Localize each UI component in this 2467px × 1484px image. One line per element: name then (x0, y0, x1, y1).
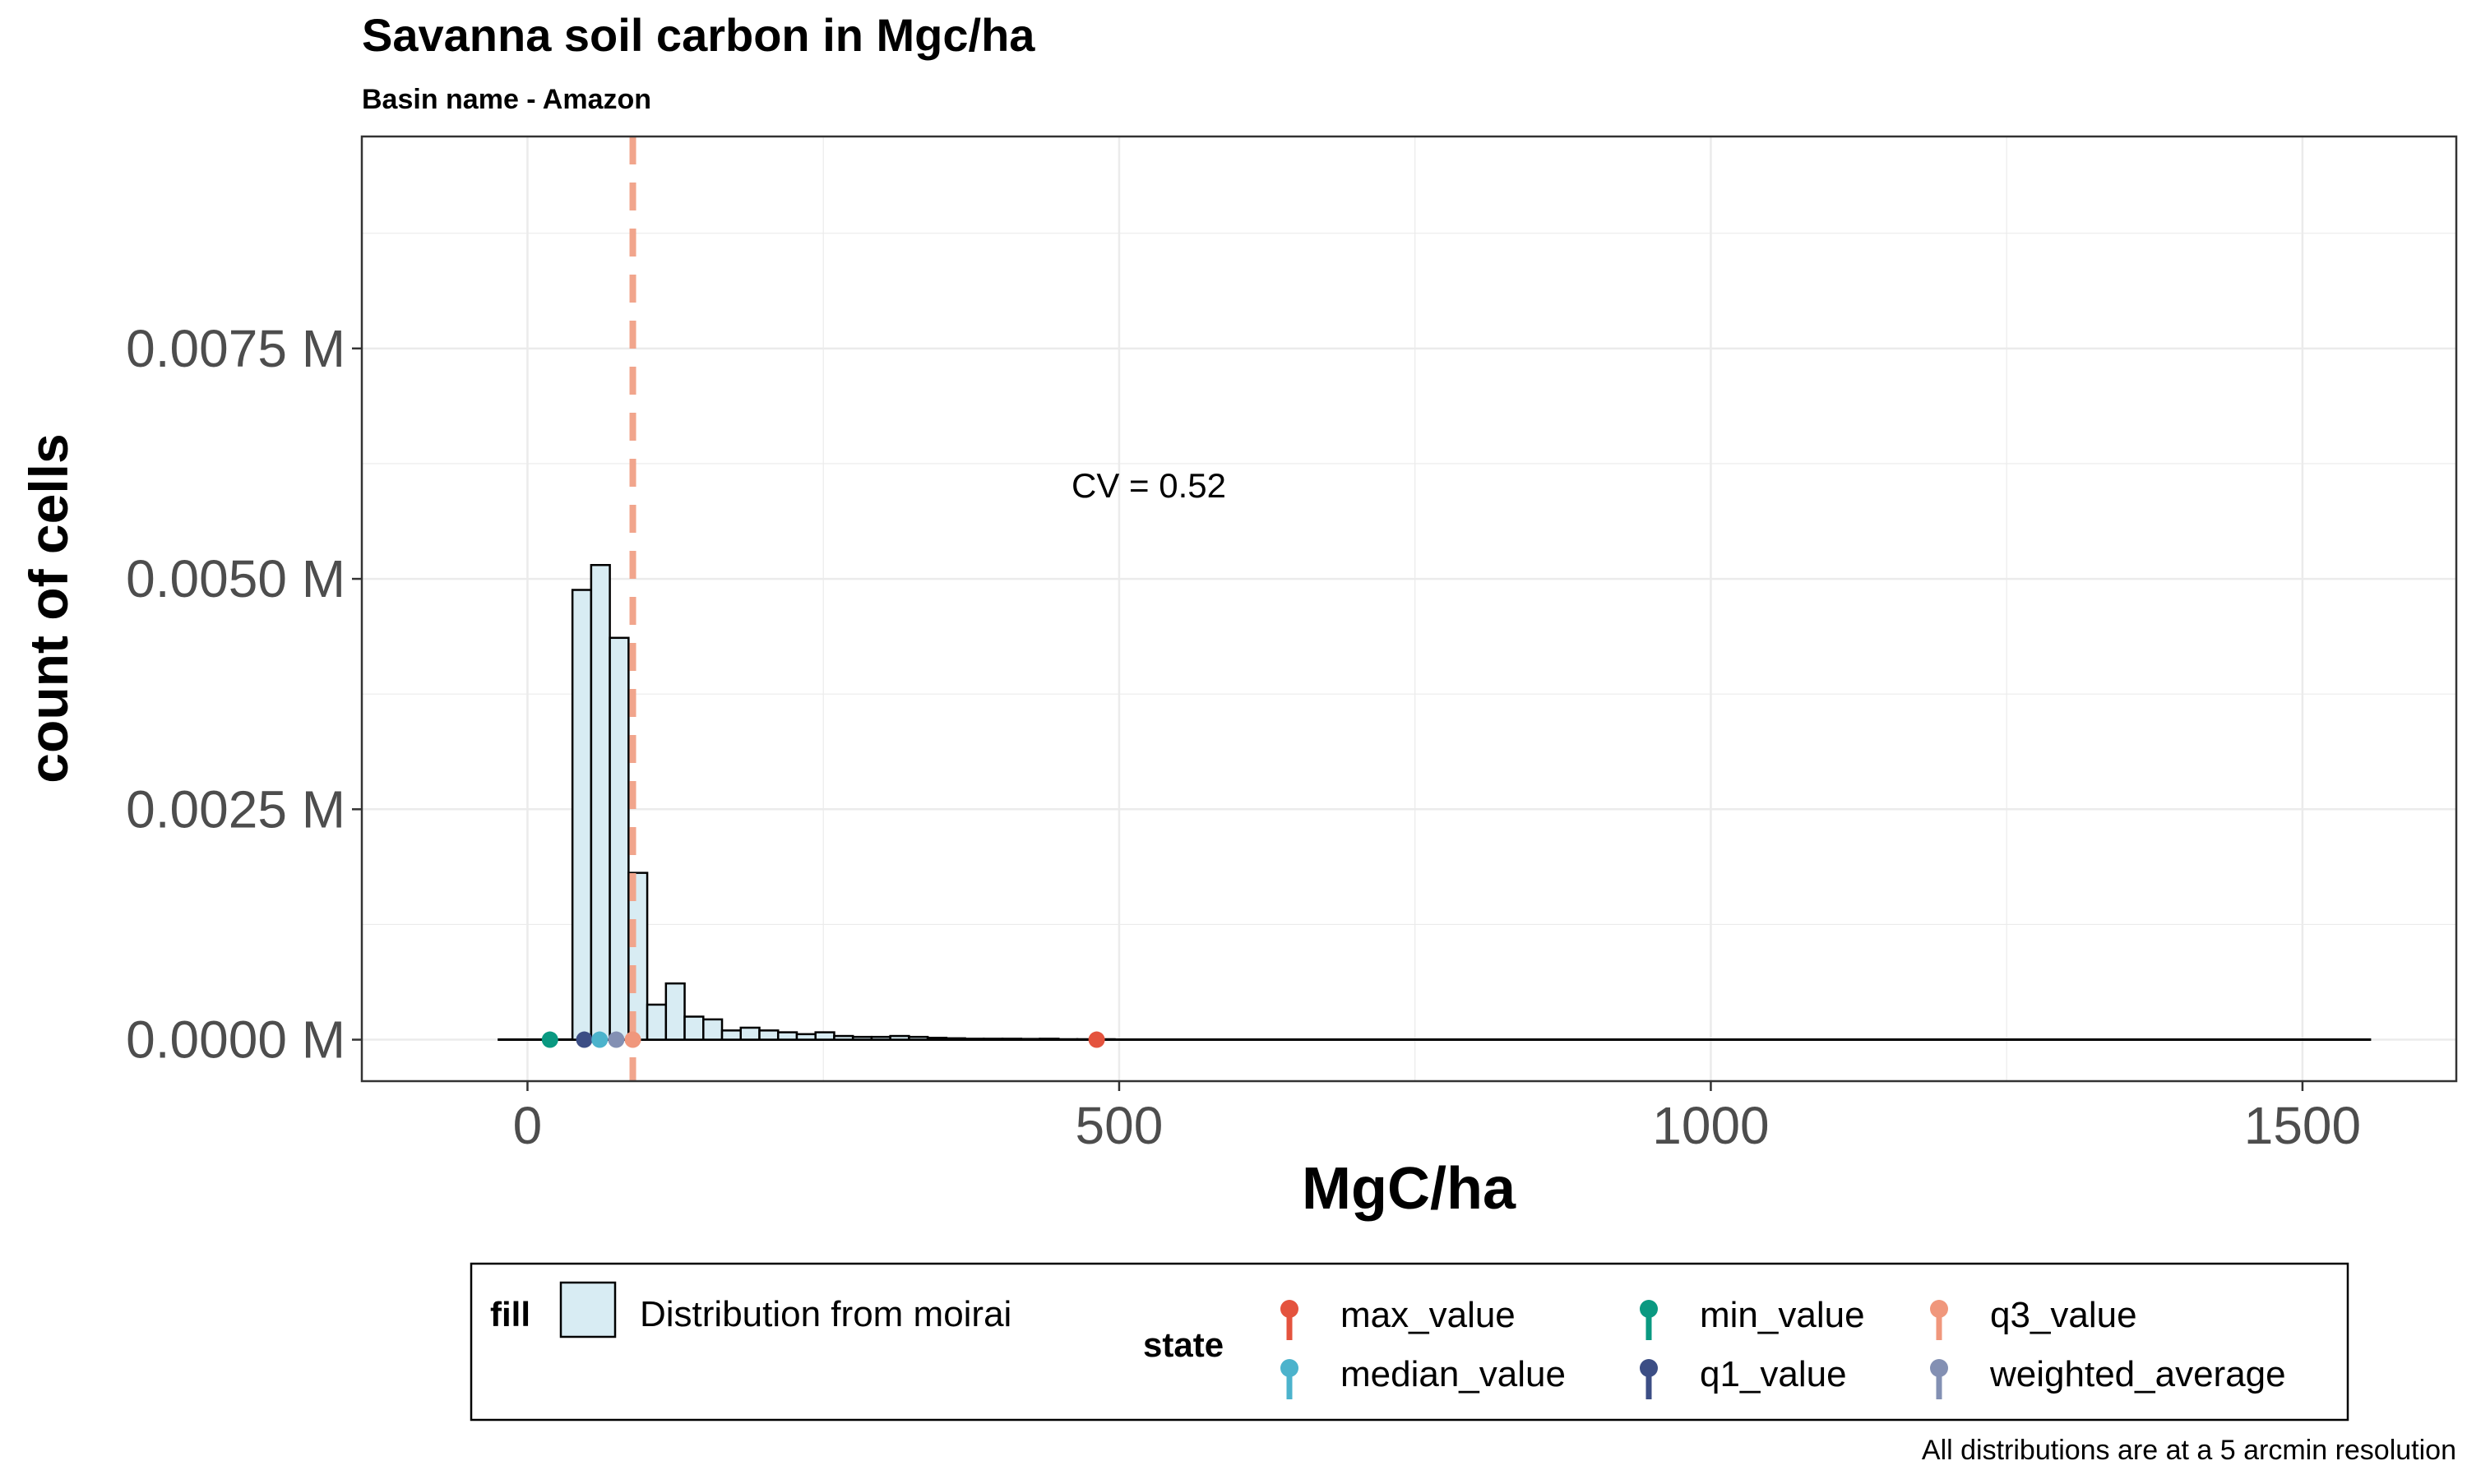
point-max-value (1088, 1031, 1105, 1048)
x-tick-label: 1500 (2244, 1096, 2361, 1155)
histogram-bar (1020, 1038, 1041, 1041)
legend-key-point (1640, 1359, 1658, 1377)
point-weighted-average (608, 1031, 625, 1048)
histogram-bar (1058, 1038, 1079, 1041)
legend-fill-label: Distribution from moirai (640, 1294, 1011, 1334)
histogram-bar (908, 1035, 929, 1041)
x-axis: 0 500 1000 1500 (513, 1081, 2361, 1155)
plot-panel-border (360, 135, 2458, 1083)
chart-caption: All distributions are at a 5 arcmin reso… (1922, 1435, 2456, 1466)
histogram-bar (964, 1038, 985, 1041)
legend-state-label: median_value (1340, 1354, 1566, 1394)
y-tick-label: 0.0050 M (126, 549, 345, 608)
histogram-bar (814, 1031, 835, 1041)
point-q3-value (624, 1031, 641, 1048)
point-q1-value (576, 1031, 593, 1048)
cv-annotation: CV = 0.52 (1072, 466, 1226, 505)
legend-key-point (1930, 1300, 1948, 1318)
histogram-bar (702, 1018, 724, 1041)
histogram-bar (683, 1015, 705, 1041)
histogram-bar (851, 1035, 873, 1041)
histogram-bar (1039, 1038, 1060, 1041)
legend-key-point (1640, 1300, 1658, 1318)
histogram-bar (664, 982, 686, 1041)
legend-state-label: min_value (1700, 1295, 1865, 1335)
histogram-bar (795, 1033, 817, 1041)
histogram-bars (498, 564, 2372, 1042)
legend-key-point (1280, 1300, 1298, 1318)
x-tick-label: 0 (513, 1096, 543, 1155)
histogram-bar (758, 1029, 780, 1041)
chart-title: Savanna soil carbon in Mgc/ha (362, 9, 1035, 61)
histogram-bar (571, 589, 593, 1041)
x-axis-title: MgC/ha (1302, 1156, 1516, 1222)
legend-state-label: max_value (1340, 1295, 1516, 1335)
legend-state-label: weighted_average (1989, 1354, 2286, 1394)
y-tick-label: 0.0025 M (126, 779, 345, 839)
legend-fill-title: fill (490, 1295, 530, 1334)
legend-fill-swatch (559, 1281, 617, 1338)
histogram-bar (926, 1037, 948, 1041)
point-median-value (591, 1031, 609, 1048)
y-axis: 0.0000 M 0.0025 M 0.0050 M 0.0075 M (126, 319, 362, 1070)
histogram-bar (983, 1038, 1004, 1041)
x-tick-label: 1000 (1652, 1096, 1769, 1155)
histogram-bar (646, 1003, 668, 1041)
histogram-bar (945, 1037, 966, 1041)
x-tick-label: 500 (1076, 1096, 1164, 1155)
histogram-bar (739, 1026, 761, 1041)
histogram-bar (776, 1031, 798, 1041)
legend-key-point (1280, 1359, 1298, 1377)
chart-overlays (541, 136, 1105, 1081)
histogram-bar (1001, 1038, 1023, 1041)
chart-subtitle: Basin name - Amazon (362, 84, 651, 115)
legend-state-title: state (1143, 1325, 1224, 1364)
legend-state-label: q1_value (1700, 1354, 1847, 1394)
histogram-bar (833, 1034, 854, 1041)
legend-state-label: q3_value (1990, 1295, 2137, 1335)
histogram-bar (590, 564, 611, 1041)
legend-box (470, 1262, 2349, 1422)
legend-key-point (1930, 1359, 1948, 1377)
histogram-bar (609, 636, 630, 1041)
legend-state-items: max_value min_value q3_value median_value q1… (1280, 1295, 2286, 1399)
y-tick-label: 0.0000 M (126, 1010, 345, 1070)
grid-lines (362, 136, 2456, 1081)
y-axis-title: count of cells (18, 433, 79, 783)
histogram-bar (870, 1035, 891, 1041)
histogram-bar (889, 1034, 910, 1041)
y-tick-label: 0.0075 M (126, 319, 345, 378)
point-min-value (541, 1031, 558, 1048)
histogram-bar (720, 1029, 743, 1041)
